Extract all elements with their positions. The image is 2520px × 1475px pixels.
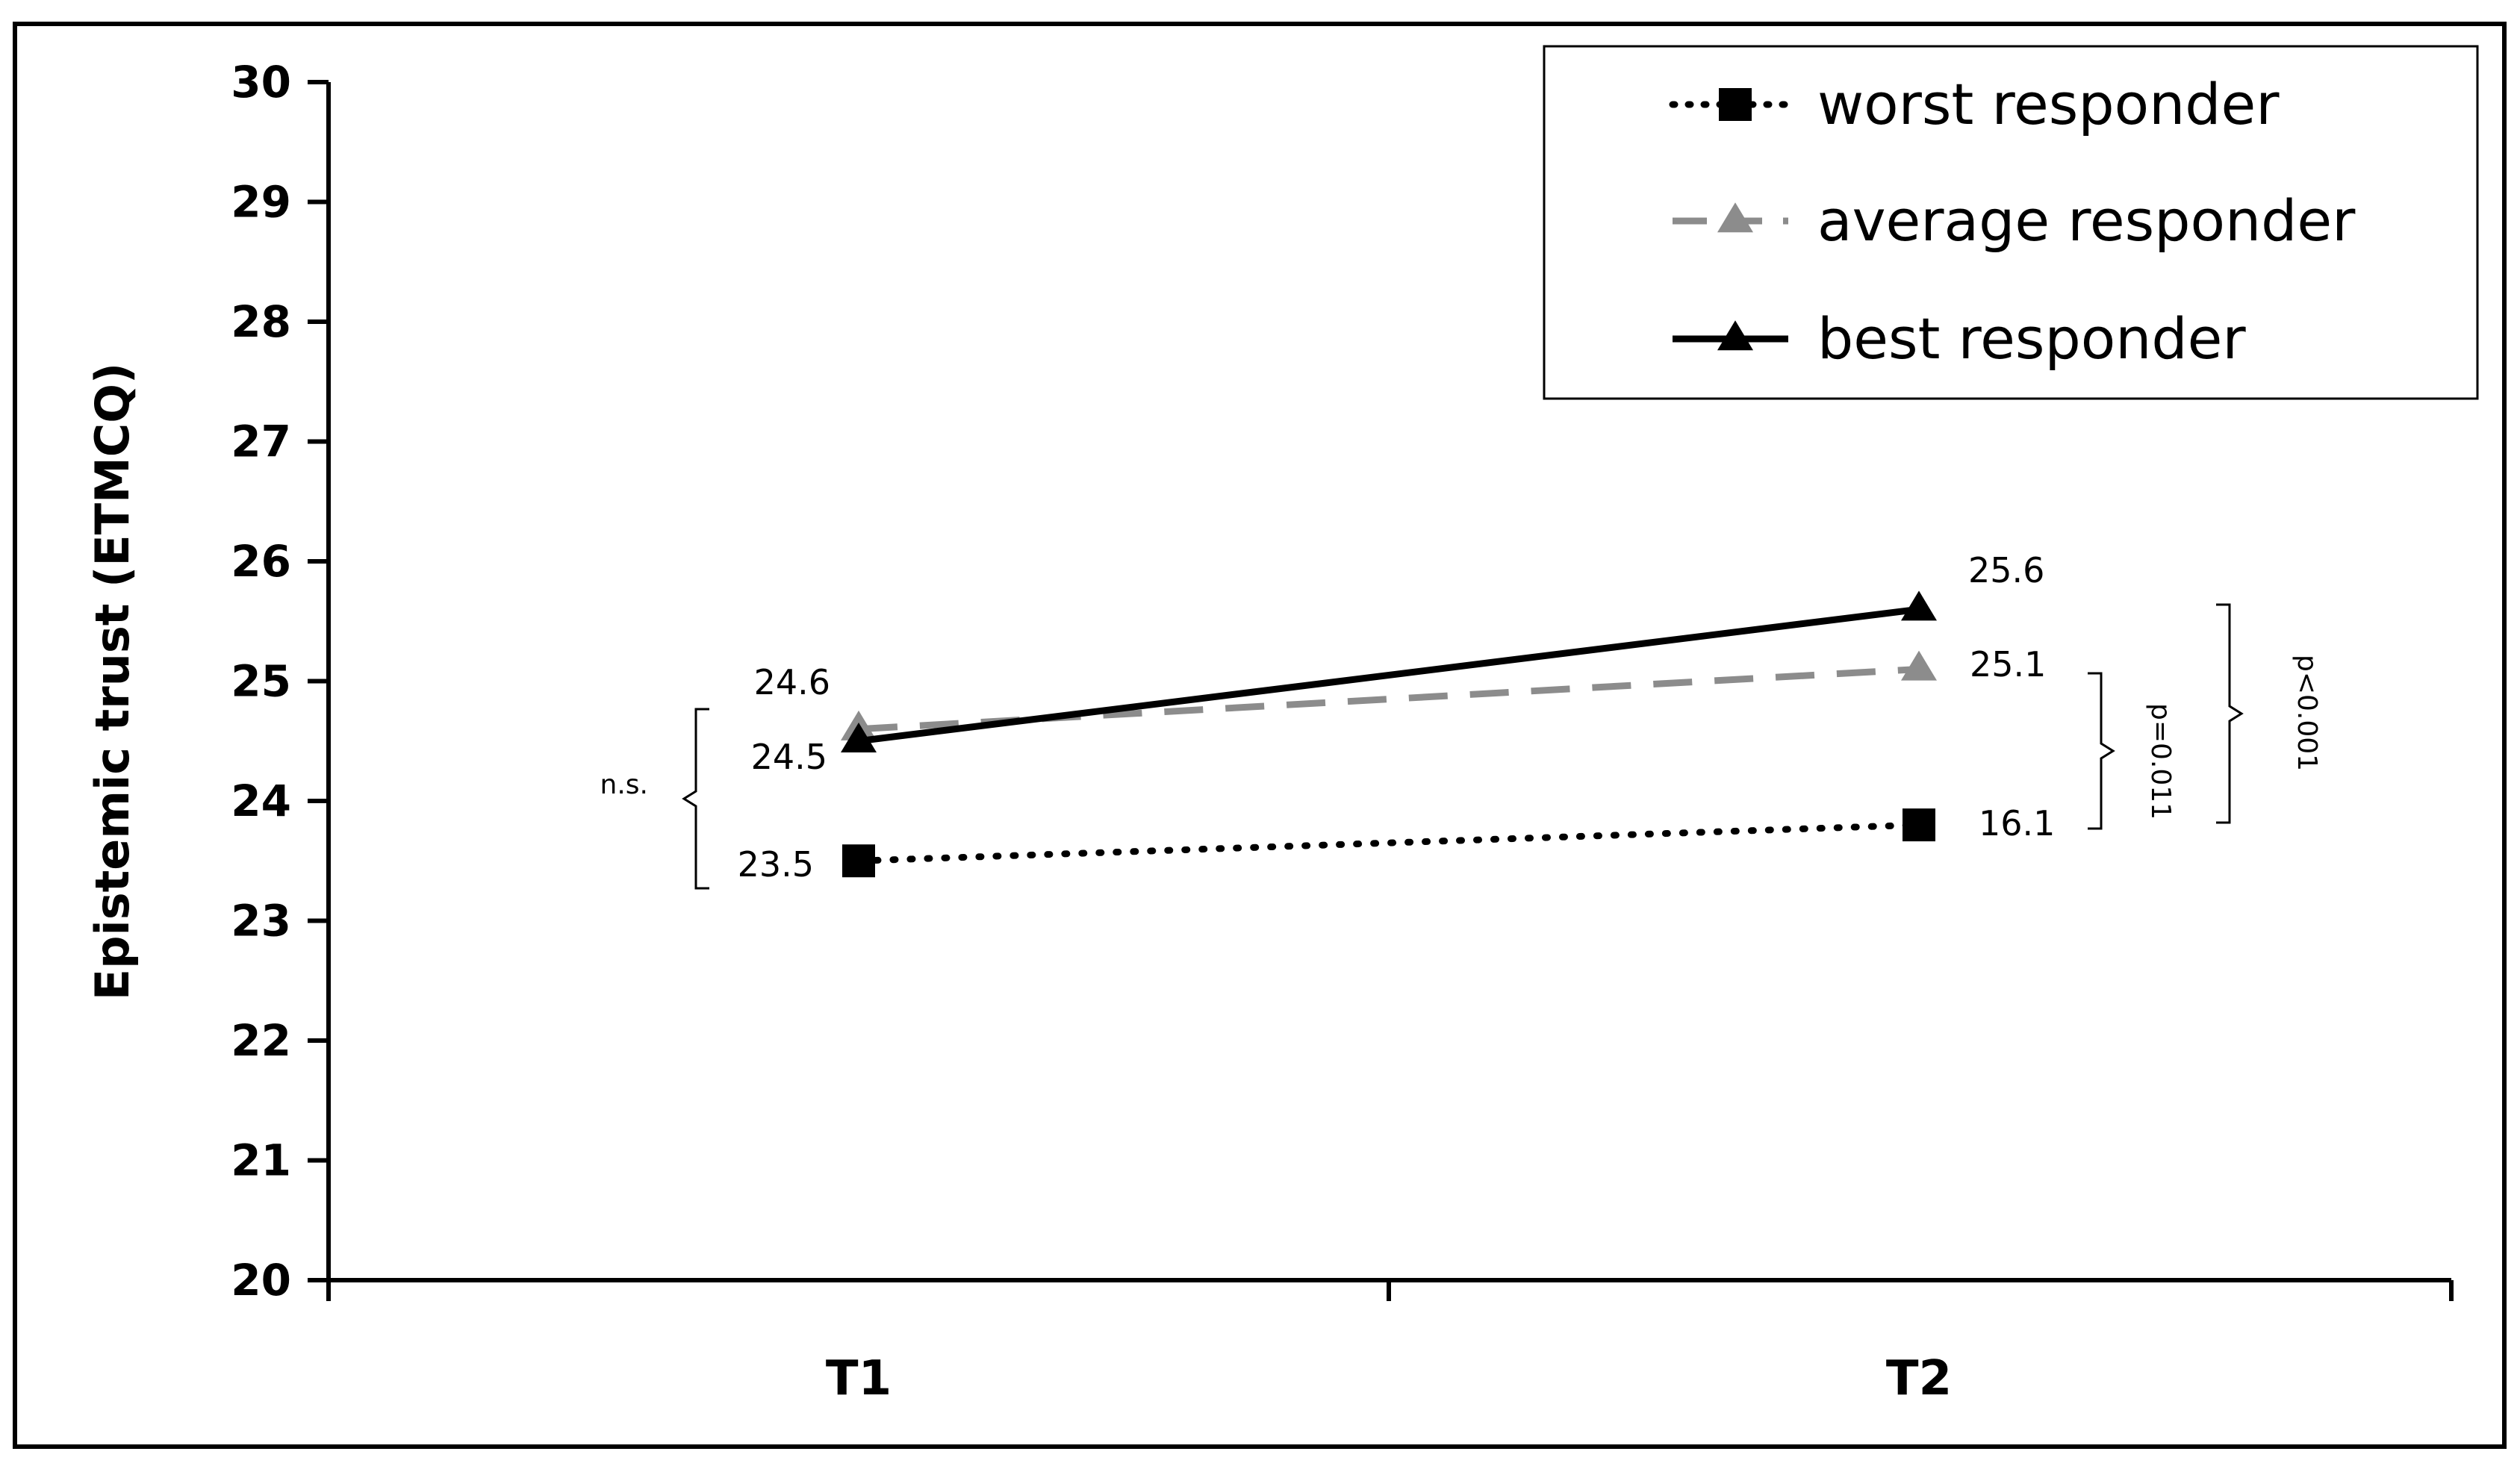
data-labels-layer: 23.5 16.1 24.6 25.1 24.5 25.6 xyxy=(738,550,2056,885)
bracket-p001 xyxy=(2216,603,2244,824)
y-tick-label: 22 xyxy=(231,1015,291,1066)
series-line xyxy=(858,665,1920,733)
data-point-marker xyxy=(842,844,875,878)
legend-marker-swatch xyxy=(1717,320,1753,351)
series-best-responder xyxy=(841,590,1937,752)
y-tick-label: 26 xyxy=(231,536,291,587)
legend-label: worst responder xyxy=(1817,71,2280,137)
series-line xyxy=(855,821,1923,864)
y-tick-label: 29 xyxy=(231,177,291,228)
legend-marker-swatch xyxy=(1719,88,1752,121)
y-tick-label: 28 xyxy=(231,296,291,347)
data-label: 16.1 xyxy=(1979,803,2055,843)
y-axis: 20 21 22 23 24 25 26 27 28 29 30 xyxy=(231,57,331,1306)
legend-entry: worst responder xyxy=(1669,71,2280,137)
series-worst-responder xyxy=(842,808,1935,878)
significance-annotations: n.s. p=0.011 p<0.001 xyxy=(600,603,2322,890)
data-point-marker xyxy=(841,722,877,752)
x-axis: T1 T2 xyxy=(326,1278,2454,1406)
data-point-marker xyxy=(1903,808,1935,842)
y-tick-label: 25 xyxy=(231,656,291,707)
y-tick-label: 20 xyxy=(231,1255,291,1306)
annotation-ns: n.s. xyxy=(600,770,648,800)
data-label: 25.1 xyxy=(1970,644,2046,685)
legend-label: best responder xyxy=(1817,305,2246,372)
data-point-marker xyxy=(1901,590,1937,621)
annotation-p001: p<0.001 xyxy=(2292,655,2322,771)
data-label: 24.5 xyxy=(751,737,827,777)
annotation-p011: p=0.011 xyxy=(2145,703,2176,820)
legend-entry: average responder xyxy=(1673,187,2356,254)
y-tick-label: 30 xyxy=(231,57,291,107)
x-category-label: T1 xyxy=(826,1351,892,1406)
legend: worst responder average responder best res… xyxy=(1543,45,2479,400)
bracket-ns xyxy=(682,708,709,890)
y-tick-label: 21 xyxy=(231,1135,291,1186)
y-tick-label: 23 xyxy=(231,896,291,947)
legend-entry: best responder xyxy=(1673,305,2246,372)
legend-label: average responder xyxy=(1817,187,2356,254)
data-label: 24.6 xyxy=(754,662,830,702)
bracket-p011 xyxy=(2088,672,2115,830)
data-label: 25.6 xyxy=(1968,550,2044,590)
x-category-label: T2 xyxy=(1886,1351,1952,1406)
data-label: 23.5 xyxy=(738,844,814,885)
legend-marker-swatch xyxy=(1717,202,1753,233)
series-layer xyxy=(841,590,1937,878)
data-point-marker xyxy=(1901,650,1937,681)
y-axis-title: Epistemic trust (ETMCQ) xyxy=(85,363,140,1000)
series-line xyxy=(858,605,1920,745)
y-tick-label: 24 xyxy=(231,776,291,826)
y-tick-label: 27 xyxy=(231,417,291,467)
